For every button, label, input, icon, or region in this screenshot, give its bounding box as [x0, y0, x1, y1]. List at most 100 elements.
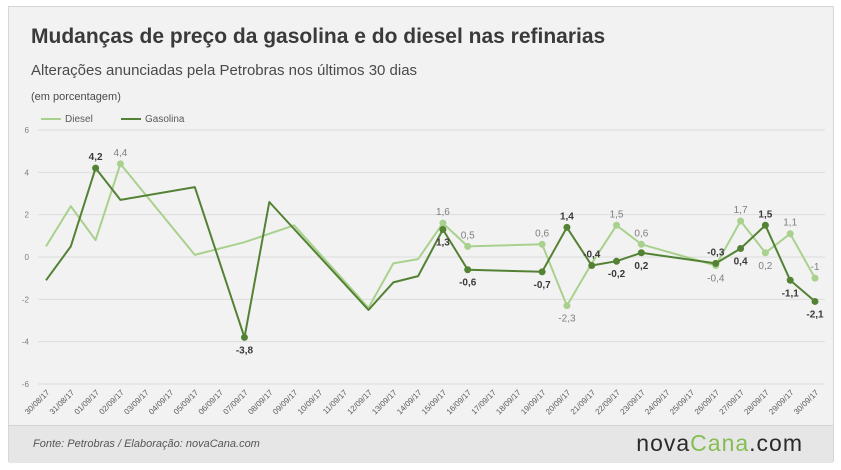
data-label: -1 [811, 262, 820, 273]
x-tick-label: 15/09/17 [420, 388, 449, 417]
data-point-gasolina [811, 297, 819, 305]
y-tick-label: -4 [22, 338, 30, 347]
data-point-gasolina [613, 257, 621, 265]
data-point-diesel [737, 217, 745, 225]
y-tick-label: 0 [25, 253, 30, 262]
x-tick-label: 08/09/17 [246, 388, 275, 417]
x-tick-label: 27/09/17 [718, 388, 747, 417]
chart-card: Mudanças de preço da gasolina e do diese… [8, 6, 834, 463]
legend: Diesel Gasolina [41, 114, 185, 125]
x-tick-label: 31/08/17 [48, 388, 77, 417]
y-tick-label: -6 [22, 380, 30, 389]
data-point-gasolina [786, 276, 794, 284]
x-tick-label: 11/09/17 [321, 388, 349, 416]
data-label: -0,6 [459, 278, 477, 289]
data-label: 1,4 [560, 211, 574, 222]
data-point-diesel [538, 240, 546, 248]
x-tick-label: 06/09/17 [197, 388, 226, 417]
data-label: -2,3 [558, 314, 576, 325]
x-tick-label: 07/09/17 [221, 388, 250, 417]
series-line-diesel [45, 162, 816, 309]
footer-bar: Fonte: Petrobras / Elaboração: novaCana.… [9, 425, 833, 463]
data-label: -2,1 [806, 309, 824, 320]
x-tick-label: 20/09/17 [544, 388, 573, 417]
legend-label-gasolina: Gasolina [145, 114, 185, 125]
data-label: -0,3 [707, 247, 725, 258]
data-point-diesel [464, 242, 472, 250]
data-label: 1,5 [758, 209, 772, 220]
data-point-gasolina [240, 333, 248, 341]
x-tick-label: 22/09/17 [594, 388, 623, 417]
x-tick-label: 16/09/17 [445, 388, 474, 417]
data-label: 4,2 [89, 152, 103, 163]
data-label: 1,6 [436, 207, 450, 218]
data-point-gasolina [761, 221, 769, 229]
x-tick-label: 21/09/17 [569, 388, 598, 417]
x-tick-label: 30/09/17 [792, 388, 821, 417]
data-point-diesel [439, 219, 447, 227]
legend-label-diesel: Diesel [65, 114, 93, 125]
data-point-gasolina [464, 266, 472, 274]
data-label: 4,4 [113, 148, 127, 159]
unit-label: (em porcentagem) [31, 91, 121, 103]
gridlines [38, 129, 825, 385]
data-label: 1,7 [734, 205, 748, 216]
brand-logo: novaCana.com [636, 430, 803, 457]
x-tick-label: 24/09/17 [643, 388, 672, 417]
x-tick-label: 17/09/17 [470, 388, 499, 417]
x-tick-label: 18/09/17 [494, 388, 523, 417]
data-label: 0,6 [535, 228, 549, 239]
x-tick-label: 14/09/17 [395, 388, 424, 417]
x-axis-ticks: 30/08/1731/08/1701/09/1702/09/1703/09/17… [23, 388, 821, 417]
x-tick-label: 05/09/17 [172, 388, 201, 417]
x-tick-label: 29/09/17 [767, 388, 796, 417]
source-note: Fonte: Petrobras / Elaboração: novaCana.… [33, 438, 260, 450]
x-tick-label: 02/09/17 [97, 388, 126, 417]
data-point-diesel [116, 160, 124, 168]
data-point-diesel [761, 249, 769, 257]
data-point-gasolina [737, 245, 745, 253]
x-tick-label: 28/09/17 [742, 388, 771, 417]
chart-subtitle: Alterações anunciadas pela Petrobras nos… [31, 62, 418, 79]
data-label: -0,4 [707, 273, 725, 284]
data-label: 0,5 [461, 230, 475, 241]
data-label: 0,2 [634, 261, 648, 272]
x-tick-label: 23/09/17 [618, 388, 647, 417]
brand-part-1: nova [636, 430, 691, 456]
data-point-gasolina [712, 259, 720, 267]
data-point-diesel [811, 274, 819, 282]
data-point-diesel [786, 230, 794, 238]
data-label: -1,1 [782, 288, 800, 299]
data-labels: 4,4 1,6 0,5 0,6 -2,3 1,5 0,6 -0,4 1,7 0,2 1,1 -1 4,2… [89, 148, 824, 357]
data-point-gasolina [563, 223, 571, 231]
data-point-gasolina [92, 164, 100, 172]
chart-title: Mudanças de preço da gasolina e do diese… [31, 25, 606, 48]
data-point-diesel [637, 240, 645, 248]
data-label: -0,7 [534, 280, 552, 291]
y-tick-label: 2 [25, 211, 30, 220]
brand-part-3: .com [749, 430, 803, 456]
data-label: 0,6 [634, 228, 648, 239]
data-label: 1,3 [436, 237, 450, 248]
data-point-diesel [613, 221, 621, 229]
x-tick-label: 03/09/17 [122, 388, 151, 417]
series-line-gasolina [45, 167, 816, 339]
y-tick-label: 6 [25, 126, 30, 135]
line-chart: -6 -4 -2 0 2 4 6 30/08/1731/08/1701/09/1702/09… [22, 114, 825, 417]
data-point-gasolina [637, 249, 645, 257]
y-tick-label: -2 [22, 295, 30, 304]
data-point-gasolina [439, 225, 447, 233]
x-tick-label: 09/09/17 [271, 388, 300, 417]
y-tick-label: 4 [25, 168, 30, 177]
x-tick-label: 30/08/17 [23, 388, 52, 417]
series [45, 160, 819, 341]
x-tick-label: 26/09/17 [693, 388, 722, 417]
x-tick-label: 04/09/17 [147, 388, 176, 417]
data-point-diesel [563, 302, 571, 310]
data-point-gasolina [538, 268, 546, 276]
data-label: 0,4 [734, 257, 748, 268]
brand-part-2: Cana [690, 430, 750, 456]
data-label: 0,2 [758, 261, 772, 272]
data-label: -0,4 [583, 249, 601, 260]
data-label: 1,5 [610, 209, 624, 220]
